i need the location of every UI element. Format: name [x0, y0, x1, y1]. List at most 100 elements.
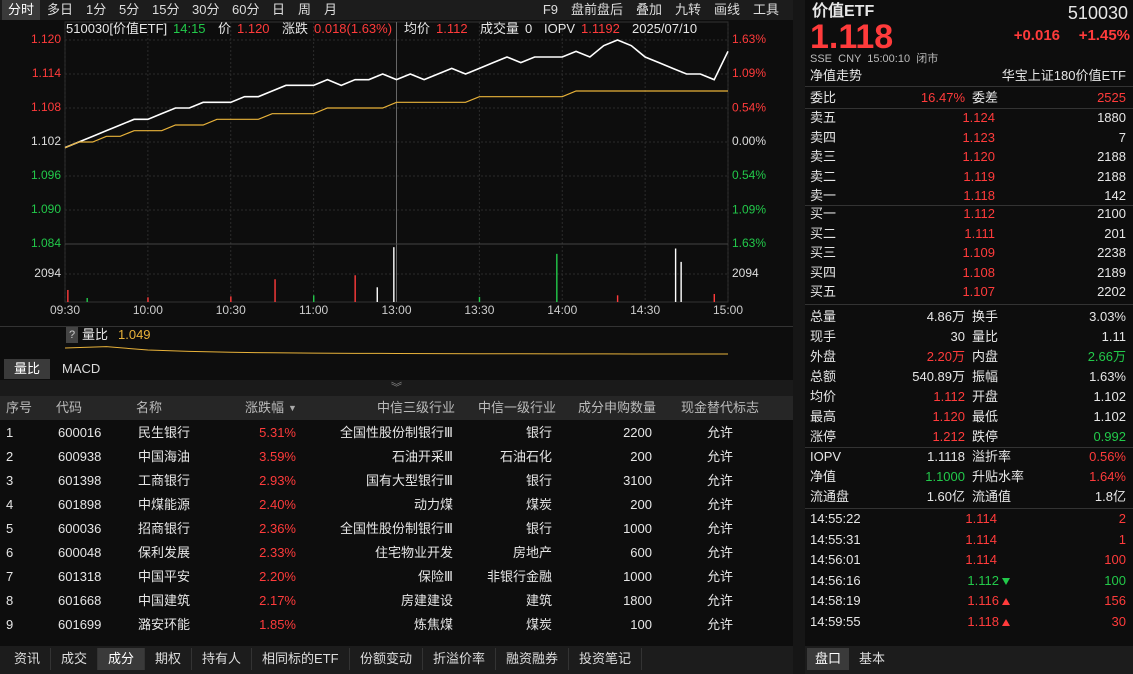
bottom-tab[interactable]: 折溢价率	[423, 648, 497, 670]
side-tab[interactable]: 盘口	[807, 648, 850, 670]
divider	[0, 326, 793, 327]
bottom-tab[interactable]: 成交	[51, 648, 99, 670]
x-tick-label: 13:30	[464, 303, 494, 317]
table-cell: 中国建筑	[138, 593, 191, 608]
toolbar-tab[interactable]: 5分	[119, 2, 140, 17]
indicator-tab[interactable]: MACD	[62, 361, 101, 376]
toolbar-tool[interactable]: 九转	[674, 2, 701, 17]
trade-volume: 156	[1104, 593, 1126, 608]
stat-label: 总量	[810, 309, 837, 324]
toolbar-tab[interactable]: 30分	[192, 2, 220, 17]
separator	[805, 447, 1133, 448]
separator	[805, 205, 1133, 206]
bottom-tab[interactable]: 融资融券	[496, 648, 570, 670]
volume-bar	[86, 297, 88, 302]
table-header[interactable]: 中信三级行业	[376, 400, 455, 415]
toolbar-tab[interactable]: 60分	[232, 2, 260, 17]
bottom-tab[interactable]: 持有人	[192, 648, 253, 670]
collapse-chevron[interactable]: ︾	[0, 380, 793, 396]
volume-bar	[393, 247, 395, 302]
stat-value: 4.86万	[926, 309, 965, 324]
book-volume: 2100	[1097, 206, 1126, 221]
trade-price: 1.114	[965, 552, 997, 567]
table-cell: 2	[6, 449, 14, 464]
toolbar-tool[interactable]: 画线	[713, 2, 740, 17]
book-level: 买五	[810, 284, 837, 299]
stat-label: 外盘	[810, 349, 837, 364]
table-header[interactable]: 序号	[6, 400, 33, 415]
order-diff-value: 2525	[1097, 90, 1126, 105]
table-cell: 国有大型银行Ⅲ	[366, 473, 453, 488]
table-header[interactable]: 中信一级行业	[477, 400, 556, 415]
volume-bar	[354, 275, 356, 302]
table-header[interactable]: 涨跌幅	[244, 400, 284, 415]
table-cell: 工商银行	[138, 473, 191, 488]
stat-value: 3.03%	[1089, 309, 1126, 324]
toolbar-tab[interactable]: 周	[298, 2, 312, 17]
table-cell: 600	[630, 545, 652, 560]
sort-arrow[interactable]: ▼	[288, 403, 297, 413]
side-bar	[805, 646, 1133, 674]
stat-value: 0.56%	[1089, 449, 1126, 464]
table-header[interactable]: 现金替代标志	[680, 400, 760, 415]
toolbar-tab[interactable]: 分时	[2, 0, 41, 20]
help-icon[interactable]: ?	[66, 327, 78, 343]
toolbar-tab[interactable]: 日	[272, 2, 286, 17]
table-cell: 9	[6, 617, 14, 632]
toolbar-tool[interactable]: 工具	[752, 2, 779, 17]
bottom-tab[interactable]: 资讯	[4, 648, 52, 670]
table-header[interactable]: 成分申购数量	[577, 400, 656, 415]
table-cell: 8	[6, 593, 14, 608]
stat-label: 跌停	[972, 429, 999, 444]
table-cell: 石油开采Ⅲ	[392, 449, 453, 464]
table-cell: 4	[6, 497, 14, 512]
trade-volume: 30	[1111, 613, 1126, 629]
table-cell: 1000	[623, 521, 652, 536]
stat-value: 0.992	[1093, 429, 1126, 444]
toolbar-tool[interactable]: F9	[542, 2, 558, 17]
table-cell: 动力煤	[413, 497, 453, 512]
table-cell: 601898	[58, 497, 102, 512]
bottom-tab[interactable]: 相同标的ETF	[252, 648, 350, 670]
book-price: 1.123	[962, 129, 995, 145]
x-tick-label: 14:00	[547, 303, 577, 317]
quote-price: 1.118	[810, 18, 894, 56]
book-price: 1.120	[962, 149, 995, 164]
toolbar-tool[interactable]: 盘前盘后	[570, 2, 623, 17]
table-cell: 600016	[58, 425, 102, 440]
volume-bar	[616, 295, 619, 302]
stat-value: 1.11	[1101, 329, 1126, 344]
toolbar-tool[interactable]: 叠加	[635, 2, 662, 17]
book-price: 1.109	[962, 245, 995, 260]
table-cell: 允许	[706, 521, 734, 536]
toolbar-tab[interactable]: 1分	[86, 2, 107, 17]
table-cell: 601668	[58, 593, 102, 608]
table-cell: 允许	[706, 449, 734, 464]
stat-label: 振幅	[972, 369, 999, 384]
bottom-tab[interactable]: 投资笔记	[569, 648, 643, 670]
table-header[interactable]: 代码	[56, 400, 83, 415]
stat-label: 溢折率	[972, 449, 1012, 464]
table-cell: 中煤能源	[138, 497, 191, 512]
quote-change: +0.016	[1013, 27, 1060, 44]
table-header[interactable]: 名称	[136, 400, 163, 415]
bottom-tab[interactable]: 期权	[145, 648, 193, 670]
bottom-tab[interactable]: 成分	[98, 648, 146, 670]
book-volume: 1880	[1097, 110, 1126, 125]
toolbar-tab[interactable]: 15分	[152, 2, 180, 17]
toolbar-tab[interactable]: 月	[324, 2, 338, 17]
table-cell: 房地产	[512, 545, 552, 560]
stat-label: 总额	[810, 369, 837, 384]
book-level: 卖二	[810, 168, 837, 184]
book-volume: 2188	[1097, 168, 1126, 184]
chart-header-price-label: 价	[218, 21, 232, 36]
side-tab[interactable]: 基本	[859, 651, 886, 666]
toolbar-tab[interactable]: 多日	[47, 2, 74, 17]
indicator-tab[interactable]: 量比	[4, 359, 51, 379]
bottom-tab[interactable]: 份额变动	[350, 648, 424, 670]
table-cell: 2200	[623, 425, 652, 440]
trade-price: 1.114	[965, 531, 997, 547]
chart-header-date: 2025/07/10	[632, 21, 698, 36]
table-cell: 允许	[706, 617, 734, 632]
